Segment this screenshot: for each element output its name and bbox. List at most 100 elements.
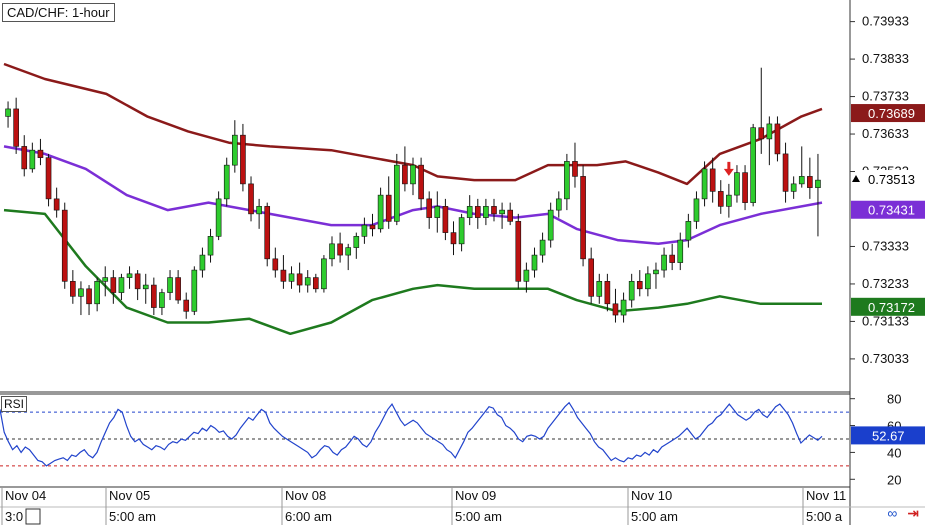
date-label: Nov 09	[455, 488, 496, 503]
price-tag: 0.73689	[851, 104, 925, 123]
candle-body	[507, 209, 513, 222]
price-tag-label: 0.73689	[868, 106, 915, 121]
candle-body	[701, 168, 708, 200]
candle-body	[564, 161, 570, 200]
candle-body	[70, 281, 76, 297]
candle-body	[248, 183, 254, 215]
rsi-tick-label: 40	[887, 445, 901, 460]
price-tags: 0.73689 0.73513 0.73431 0.73172	[851, 104, 925, 316]
candle-body	[726, 194, 732, 207]
candle-body	[418, 164, 424, 200]
price-tag-background	[851, 200, 925, 219]
candlesticks[interactable]	[5, 67, 821, 323]
candle-body	[750, 127, 756, 203]
candle-body	[13, 108, 19, 147]
date-label: Nov 08	[285, 488, 326, 503]
middle-band	[3, 145, 823, 246]
candle-body	[677, 239, 684, 263]
candle-body	[588, 258, 594, 297]
candle-body	[321, 258, 327, 290]
candle-body	[337, 243, 343, 256]
candle-body	[280, 269, 287, 282]
candle-body	[782, 153, 789, 192]
candle-body	[232, 134, 238, 166]
date-label: Nov 10	[631, 488, 672, 503]
candle-body	[353, 236, 360, 248]
candle-body	[296, 273, 303, 286]
candle-body	[94, 281, 100, 305]
date-label: Nov 05	[109, 488, 150, 503]
candle-body	[685, 221, 692, 241]
candle-body	[385, 194, 392, 222]
price-tick-label: 0.73933	[862, 14, 909, 29]
time-label: 5:00 am	[631, 509, 678, 524]
candle-body	[61, 209, 68, 282]
time-scroll-handle	[25, 508, 41, 525]
candle-body	[717, 191, 724, 207]
candle-body	[774, 123, 781, 155]
price-tick-label: 0.73833	[862, 51, 909, 66]
candle-body	[426, 198, 433, 218]
lower-band	[3, 208, 822, 336]
candle-body	[393, 164, 400, 222]
candle-body	[766, 123, 773, 140]
candle-body	[53, 198, 60, 211]
link-icon[interactable]: ∞	[887, 505, 898, 521]
price-tick-label: 0.73333	[862, 238, 909, 253]
signal-marker	[723, 161, 734, 176]
rsi-tick-label: 80	[887, 392, 901, 407]
chart-tools: ∞ ⇥	[881, 505, 919, 522]
candle-body	[604, 281, 611, 305]
candle-body	[369, 224, 376, 230]
candle-body	[159, 292, 165, 308]
candle-body	[240, 134, 246, 185]
candle-body	[653, 269, 659, 275]
candle-body	[645, 273, 651, 290]
candle-body	[151, 284, 157, 308]
candle-body	[410, 164, 416, 185]
price-tick-label: 0.73633	[862, 126, 909, 141]
candle-body	[636, 281, 643, 290]
candle-body	[758, 127, 765, 140]
candle-body	[531, 254, 538, 271]
candle-body	[29, 149, 36, 170]
price-tag: 0.73172	[851, 297, 925, 316]
candle-body	[175, 277, 181, 301]
candle-body	[499, 209, 505, 215]
candle-body	[5, 108, 11, 117]
candle-body	[734, 172, 740, 196]
date-label: Nov 04	[5, 488, 46, 503]
rsi-value-tag: 52.67	[851, 426, 925, 445]
rsi-panel-background	[0, 394, 850, 487]
candle-body	[491, 206, 497, 215]
price-tag: 0.73431	[851, 200, 925, 219]
time-label: 3:0	[5, 509, 23, 524]
exit-icon[interactable]: ⇥	[907, 505, 919, 521]
candle-body	[102, 277, 109, 282]
rsi-series	[0, 401, 823, 467]
candle-body	[434, 206, 441, 218]
candle-body	[661, 254, 667, 271]
candle-body	[515, 221, 522, 282]
down-arrow-icon	[723, 161, 734, 176]
candle-body	[709, 168, 716, 192]
rsi-tag-background	[851, 426, 925, 445]
time-label: 6:00 am	[285, 509, 332, 524]
candle-body	[596, 281, 603, 297]
candle-body	[313, 277, 319, 290]
candle-body	[815, 179, 821, 188]
candle-body	[264, 206, 271, 260]
price-tick-label: 0.73133	[862, 313, 909, 328]
price-tag-label: 0.73172	[868, 300, 915, 315]
time-axis[interactable]: Nov 04 Nov 05 Nov 08 Nov 09 Nov 10 Nov 11 3:0 5…	[1, 487, 846, 525]
candle-body	[466, 206, 473, 218]
price-tag-background	[851, 297, 925, 316]
candle-body	[78, 288, 84, 297]
candle-body	[118, 277, 125, 293]
rsi-tag-label: 52.67	[872, 428, 905, 443]
candle-body	[612, 303, 619, 316]
candle-body	[37, 149, 44, 158]
current-price-arrow-icon	[852, 175, 860, 183]
chart-title: CAD/CHF: 1-hour	[2, 3, 115, 22]
